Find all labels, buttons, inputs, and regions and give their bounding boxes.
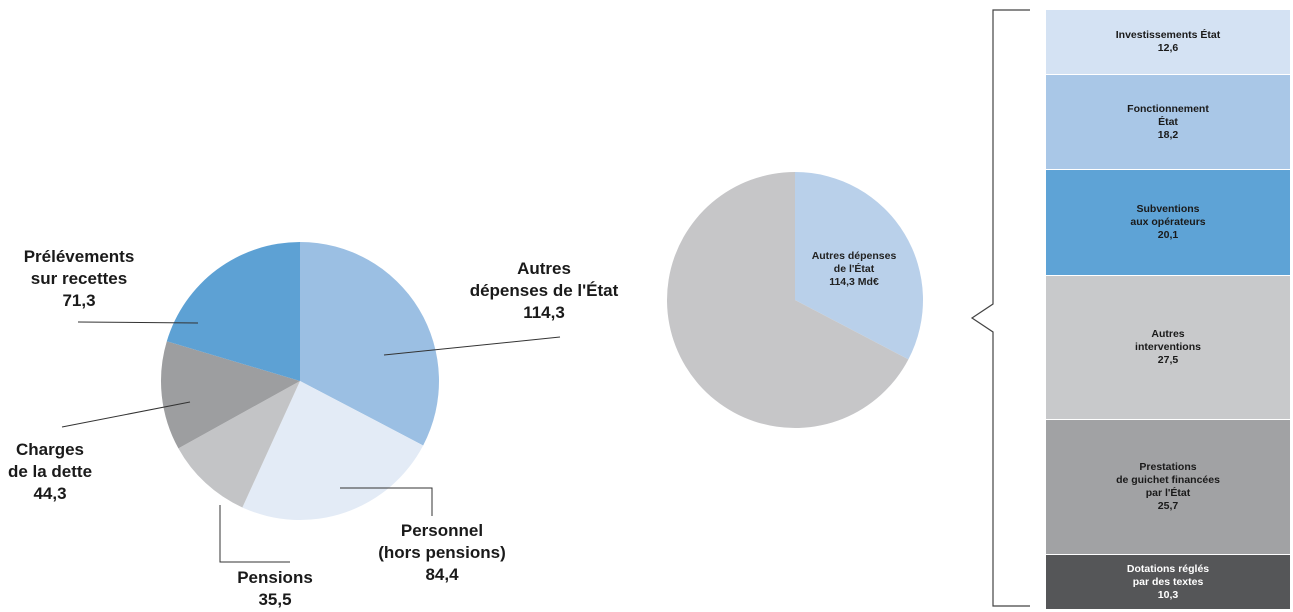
segment-investissements: Investissements État 12,6 — [1046, 10, 1290, 74]
segment-autres-interventions: Autres interventions 27,5 — [1046, 276, 1290, 419]
segment-prestations-guichet: Prestations de guichet financées par l'É… — [1046, 420, 1290, 554]
label-personnel: Personnel (hors pensions) 84,4 — [378, 521, 506, 584]
leader-line-personnel — [340, 487, 433, 516]
main-pie-slice-3 — [161, 341, 300, 449]
label-charges-dette: Charges de la dette 44,3 — [7, 440, 93, 503]
main-pie-slice-0 — [300, 242, 440, 446]
sub-pie-slice-1 — [667, 172, 909, 428]
secondary-pie-chart — [667, 172, 923, 428]
main-pie-slice-1 — [242, 381, 424, 520]
main-pie-slice-2 — [178, 381, 300, 508]
label-autres-depenses: Autres dépenses de l'État 114,3 — [469, 259, 619, 322]
segment-fonctionnement: Fonctionnement État 18,2 — [1046, 75, 1290, 169]
label-sub-pie-autres-depenses: Autres dépenses de l'État 114,3 Md€ — [811, 250, 897, 288]
label-leader-lines — [61, 321, 561, 563]
label-prelevements: Prélévements sur recettes 71,3 — [23, 247, 135, 310]
grouping-bracket — [970, 9, 1030, 607]
main-pie-chart — [161, 242, 440, 520]
label-pensions: Pensions 35,5 — [237, 568, 313, 609]
main-pie-slice-4 — [166, 242, 300, 381]
segment-subventions: Subventions aux opérateurs 20,1 — [1046, 170, 1290, 275]
leader-line-dette — [61, 401, 191, 428]
sub-pie-slice-0 — [795, 172, 923, 360]
segment-dotations: Dotations réglés par des textes 10,3 — [1046, 555, 1290, 609]
leader-line-autres — [383, 336, 561, 356]
leader-line-prelevements — [77, 321, 199, 324]
leader-line-pensions — [219, 505, 290, 563]
